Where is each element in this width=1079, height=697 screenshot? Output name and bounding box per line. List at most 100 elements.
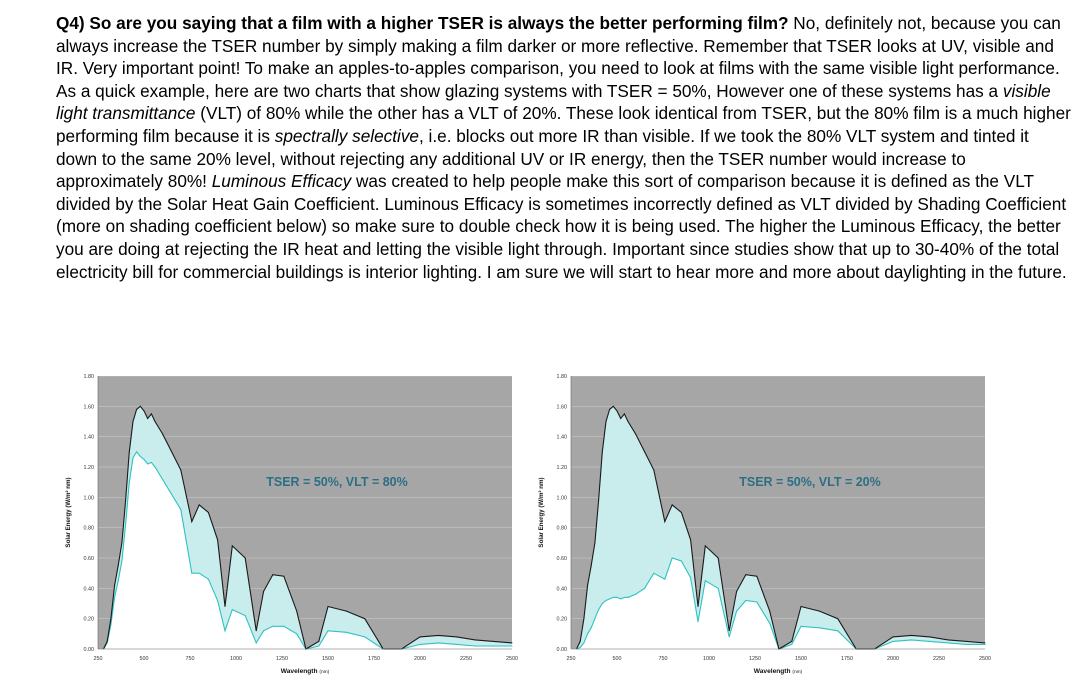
term-luminous-efficacy: Luminous Efficacy bbox=[211, 171, 352, 192]
data-point-transmitted bbox=[364, 636, 366, 638]
data-point-incident bbox=[579, 640, 581, 642]
data-point-transmitted bbox=[910, 639, 912, 641]
data-point-transmitted bbox=[594, 618, 596, 620]
data-point-transmitted bbox=[929, 640, 931, 642]
data-point-incident bbox=[437, 634, 439, 636]
data-point-incident bbox=[837, 618, 839, 620]
data-point-incident bbox=[756, 575, 758, 577]
data-point-transmitted bbox=[704, 580, 706, 582]
data-point-transmitted bbox=[125, 524, 127, 526]
data-point-transmitted bbox=[132, 457, 134, 459]
y-tick-label: 1.20 bbox=[557, 465, 568, 471]
data-point-incident bbox=[224, 606, 226, 608]
y-tick-label: 0.40 bbox=[84, 586, 95, 592]
data-point-transmitted bbox=[198, 572, 200, 574]
x-tick-label: 1500 bbox=[322, 656, 334, 662]
data-point-transmitted bbox=[114, 596, 116, 598]
data-point-transmitted bbox=[207, 578, 209, 580]
data-point-transmitted bbox=[680, 560, 682, 562]
x-tick-label: 2500 bbox=[979, 656, 991, 662]
data-point-incident bbox=[929, 636, 931, 638]
data-point-transmitted bbox=[728, 636, 730, 638]
data-point-transmitted bbox=[947, 642, 949, 644]
data-point-transmitted bbox=[690, 577, 692, 579]
data-point-incident bbox=[150, 413, 152, 415]
data-point-incident bbox=[132, 421, 134, 422]
data-point-incident bbox=[191, 521, 193, 523]
data-point-transmitted bbox=[437, 642, 439, 644]
data-point-incident bbox=[180, 469, 182, 471]
data-point-incident bbox=[583, 618, 585, 620]
data-point-transmitted bbox=[736, 610, 738, 612]
data-point-incident bbox=[139, 405, 141, 407]
data-point-incident bbox=[106, 640, 108, 642]
data-point-incident bbox=[690, 539, 692, 541]
data-point-transmitted bbox=[283, 625, 285, 627]
data-point-transmitted bbox=[244, 615, 246, 617]
data-point-transmitted bbox=[605, 599, 607, 601]
y-tick-label: 1.40 bbox=[84, 435, 95, 441]
data-point-incident bbox=[198, 504, 200, 506]
data-point-transmitted bbox=[612, 596, 614, 598]
body-text: , i.e. blocks out more IR than visible. … bbox=[56, 125, 1029, 192]
data-point-incident bbox=[244, 557, 246, 559]
data-point-incident bbox=[364, 618, 366, 620]
data-point-incident bbox=[736, 590, 738, 592]
x-tick-label: 1750 bbox=[841, 656, 853, 662]
data-point-transmitted bbox=[191, 572, 193, 574]
data-point-incident bbox=[125, 499, 127, 501]
data-point-incident bbox=[327, 606, 329, 608]
data-point-transmitted bbox=[984, 643, 986, 645]
data-point-transmitted bbox=[609, 598, 611, 600]
data-point-incident bbox=[818, 610, 820, 612]
data-point-incident bbox=[800, 606, 802, 608]
document-paragraph: Q4) So are you saying that a film with a… bbox=[56, 12, 1072, 283]
data-point-transmitted bbox=[345, 631, 347, 633]
data-point-transmitted bbox=[143, 458, 145, 460]
data-point-incident bbox=[110, 618, 112, 620]
data-point-transmitted bbox=[121, 560, 123, 562]
data-point-incident bbox=[653, 469, 655, 471]
data-point-transmitted bbox=[171, 493, 173, 495]
data-point-incident bbox=[456, 636, 458, 638]
data-point-incident bbox=[769, 610, 771, 612]
data-point-incident bbox=[664, 521, 666, 523]
data-point-incident bbox=[345, 610, 347, 612]
data-point-transmitted bbox=[147, 463, 149, 465]
y-tick-label: 0.60 bbox=[84, 556, 95, 562]
data-point-incident bbox=[318, 640, 320, 642]
data-point-transmitted bbox=[745, 599, 747, 601]
data-point-incident bbox=[616, 410, 618, 412]
y-tick-label: 1.80 bbox=[84, 374, 95, 380]
data-point-incident bbox=[717, 557, 719, 559]
data-point-transmitted bbox=[583, 642, 585, 644]
y-tick-label: 0.40 bbox=[557, 586, 568, 592]
x-tick-label: 2250 bbox=[933, 656, 945, 662]
data-point-transmitted bbox=[217, 599, 219, 601]
data-point-incident bbox=[296, 610, 298, 612]
data-point-transmitted bbox=[717, 587, 719, 589]
data-point-incident bbox=[283, 575, 285, 577]
y-tick-label: 1.00 bbox=[557, 495, 568, 501]
x-axis-label: Wavelength (nm) bbox=[754, 668, 803, 675]
x-axis-label: Wavelength (nm) bbox=[281, 668, 330, 675]
data-point-incident bbox=[263, 590, 265, 592]
data-point-incident bbox=[207, 512, 209, 513]
data-point-transmitted bbox=[456, 643, 458, 645]
data-point-incident bbox=[587, 584, 589, 586]
spectrum-chart-vlt-20: 0.00 0.20 0.40 0.60 0.80 1.00 1.20 1.40 1.60 1.80… bbox=[538, 374, 991, 675]
data-point-transmitted bbox=[653, 572, 655, 574]
x-tick-label: 1000 bbox=[230, 656, 242, 662]
data-point-incident bbox=[671, 504, 673, 506]
x-tick-label: 1500 bbox=[795, 656, 807, 662]
data-point-incident bbox=[154, 421, 156, 422]
data-point-incident bbox=[147, 417, 149, 419]
data-point-incident bbox=[697, 606, 699, 608]
data-point-transmitted bbox=[966, 643, 968, 645]
y-tick-label: 1.40 bbox=[557, 435, 568, 441]
data-point-incident bbox=[609, 408, 611, 410]
data-point-incident bbox=[984, 642, 986, 644]
x-tick-label: 1000 bbox=[703, 656, 715, 662]
x-tick-label: 1750 bbox=[368, 656, 380, 662]
data-point-incident bbox=[272, 574, 274, 576]
